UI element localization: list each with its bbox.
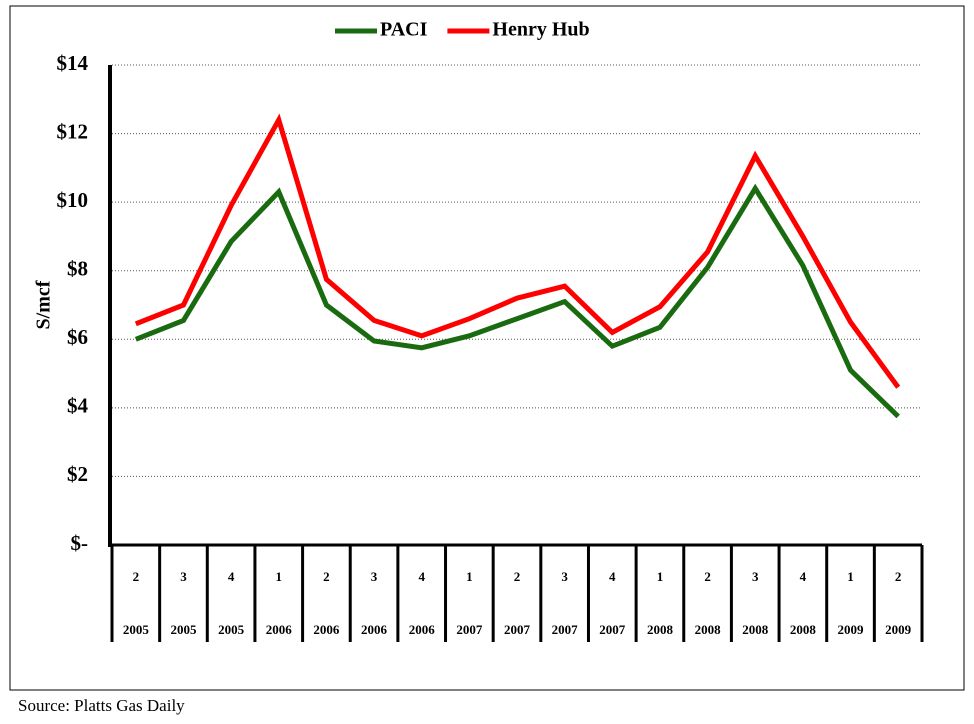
- x-tick-year: 2005: [218, 622, 245, 637]
- y-tick-label: $12: [57, 119, 89, 143]
- x-tick-label: 2: [514, 569, 521, 584]
- y-tick-label: $8: [67, 257, 88, 281]
- x-tick-year: 2006: [409, 622, 436, 637]
- x-tick-year: 2006: [313, 622, 340, 637]
- x-tick-label: 3: [752, 569, 759, 584]
- x-tick-year: 2006: [266, 622, 293, 637]
- legend-label: PACI: [380, 19, 428, 41]
- y-tick-label: $4: [67, 394, 89, 418]
- x-tick-label: 2: [323, 569, 330, 584]
- x-tick-year: 2007: [456, 622, 483, 637]
- y-tick-label: $14: [57, 51, 89, 75]
- x-tick-year: 2008: [695, 622, 722, 637]
- x-tick-label: 1: [847, 569, 854, 584]
- x-tick-label: 1: [657, 569, 664, 584]
- x-tick-year: 2005: [123, 622, 150, 637]
- y-tick-label: $6: [67, 325, 88, 349]
- x-tick-label: 2: [704, 569, 711, 584]
- x-tick-year: 2007: [504, 622, 531, 637]
- x-tick-year: 2009: [885, 622, 912, 637]
- x-tick-label: 4: [800, 569, 807, 584]
- x-tick-year: 2005: [170, 622, 197, 637]
- x-tick-year: 2008: [742, 622, 769, 637]
- x-tick-year: 2008: [647, 622, 674, 637]
- x-tick-year: 2007: [552, 622, 579, 637]
- y-tick-label: $2: [67, 462, 88, 486]
- y-tick-label: $10: [57, 188, 89, 212]
- x-tick-label: 4: [228, 569, 235, 584]
- x-tick-year: 2008: [790, 622, 817, 637]
- frame: [9, 5, 965, 691]
- x-tick-label: 3: [561, 569, 568, 584]
- y-tick-label: $-: [71, 531, 89, 555]
- series-line: [134, 113, 901, 389]
- x-tick-label: 3: [180, 569, 187, 584]
- x-tick-year: 2007: [599, 622, 626, 637]
- x-tick-year: 2006: [361, 622, 388, 637]
- x-tick-label: 1: [466, 569, 473, 584]
- x-tick-label: 2: [895, 569, 902, 584]
- x-tick-label: 3: [371, 569, 378, 584]
- y-axis-label: S/mcf: [33, 280, 55, 329]
- legend-label: Henry Hub: [492, 19, 589, 41]
- x-tick-label: 1: [276, 569, 283, 584]
- source: Source: Platts Gas Daily: [18, 696, 185, 715]
- x-tick-label: 2: [133, 569, 140, 584]
- x-tick-label: 4: [418, 569, 425, 584]
- x-tick-year: 2009: [838, 622, 865, 637]
- x-tick-label: 4: [609, 569, 616, 584]
- series-line: [134, 183, 900, 419]
